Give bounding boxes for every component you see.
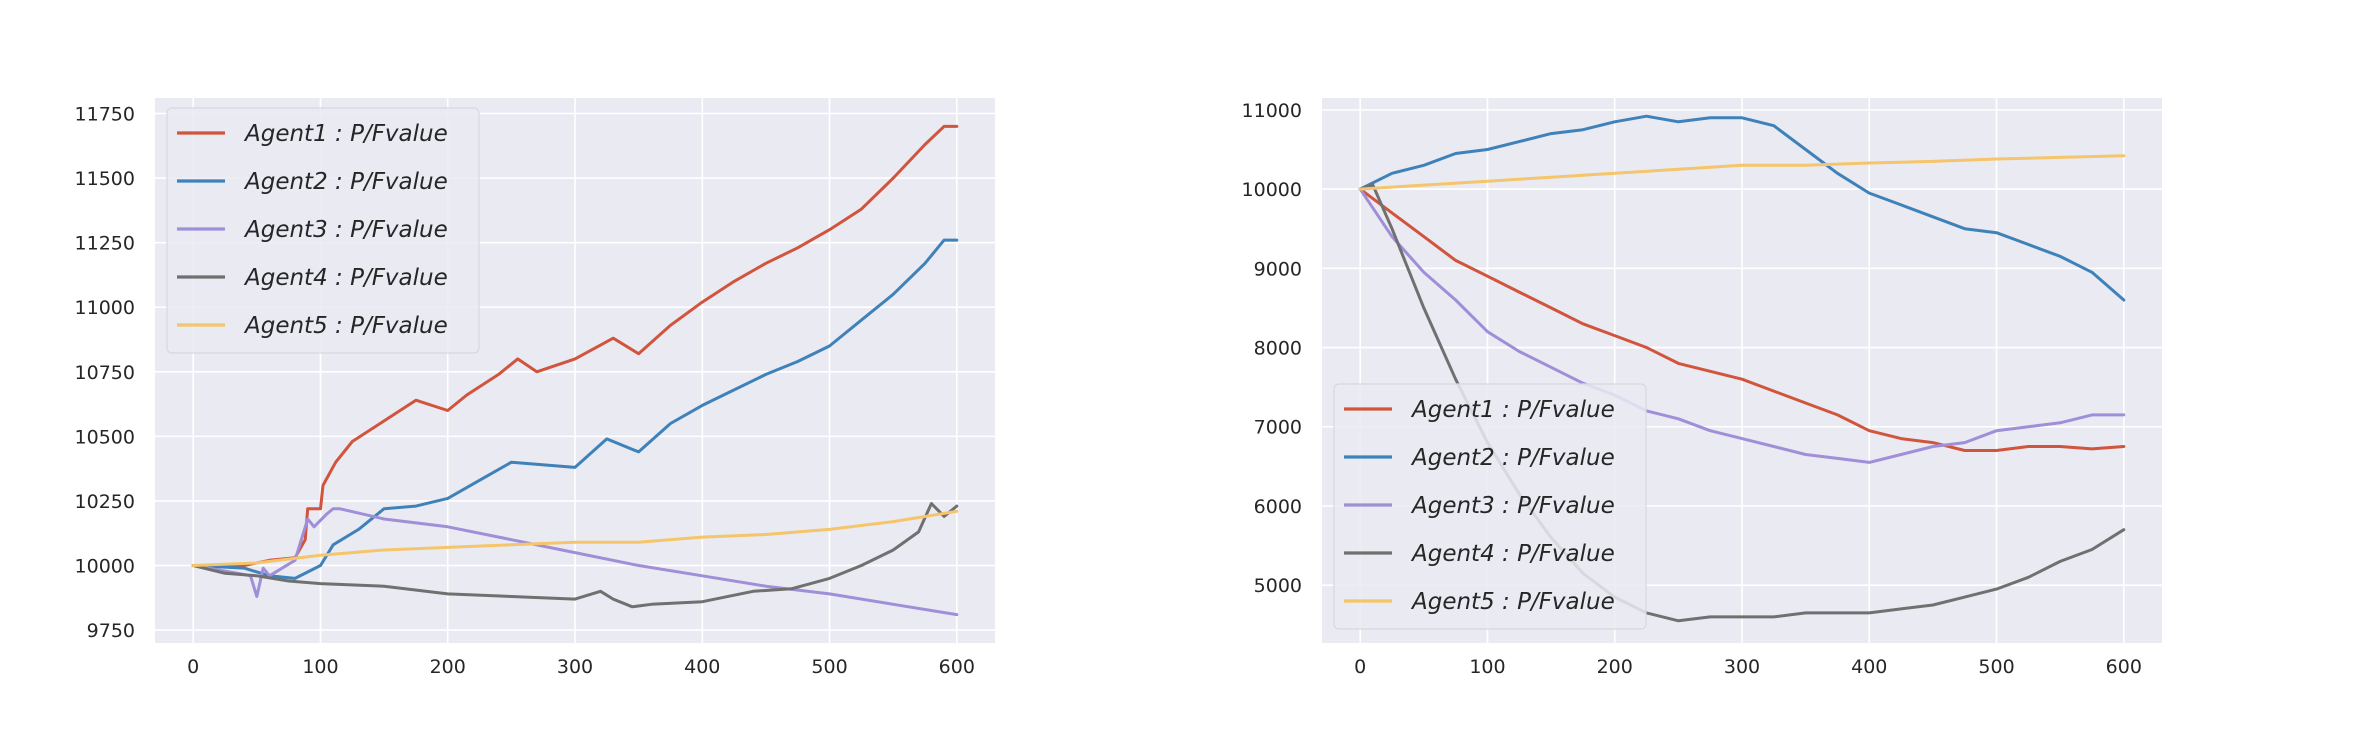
y-tick-label: 5000 <box>1254 575 1302 597</box>
y-tick-label: 8000 <box>1254 338 1302 360</box>
series-line-agent1 <box>191 124 959 567</box>
x-tick-label: 0 <box>187 656 199 678</box>
x-tick-label: 600 <box>939 656 975 678</box>
legend-label-agent5: Agent5 : P/Fvalue <box>1410 589 1615 615</box>
series-line-agent2 <box>1358 114 2126 302</box>
x-tick-label: 0 <box>1354 656 1366 678</box>
x-tick-label: 600 <box>2106 656 2142 678</box>
legend-label-agent4: Agent4 : P/Fvalue <box>1410 541 1615 567</box>
legend-label-agent1: Agent1 : P/Fvalue <box>1410 397 1615 423</box>
legend: Agent1 : P/Fvalue Agent2 : P/Fvalue Agent3… <box>166 107 480 354</box>
legend-label-agent1: Agent1 : P/Fvalue <box>243 121 448 147</box>
series-line-agent4 <box>191 502 959 609</box>
y-tick-label: 7000 <box>1254 417 1302 439</box>
series-line-agent2 <box>191 238 959 580</box>
chart-panel-2: 0 100 200 300 400 500 600 5000 6000 7000 8000 9000 1… <box>1242 98 2162 678</box>
y-tick-label: 11250 <box>75 233 135 255</box>
series-line-agent3 <box>1358 187 2126 464</box>
x-tick-label: 400 <box>684 656 720 678</box>
y-tick-label: 10250 <box>75 491 135 513</box>
x-tick-label: 200 <box>430 656 466 678</box>
legend-label-agent4: Agent4 : P/Fvalue <box>243 265 448 291</box>
legend-box <box>1333 383 1647 630</box>
y-tick-label: 11750 <box>75 103 135 125</box>
x-tick-label: 500 <box>811 656 847 678</box>
series-line-agent3 <box>191 507 959 617</box>
y-tick-label: 10500 <box>75 426 135 448</box>
x-tick-label: 500 <box>1978 656 2014 678</box>
legend-box <box>166 107 480 354</box>
chart-panel-1: 0 100 200 300 400 500 600 9750 10000 10250 10500 10… <box>75 98 995 678</box>
x-tick-label: 300 <box>1724 656 1760 678</box>
legend-label-agent5: Agent5 : P/Fvalue <box>243 313 448 339</box>
series-line-agent5 <box>1358 154 2126 191</box>
x-tick-label: 100 <box>302 656 338 678</box>
x-tick-label: 100 <box>1469 656 1505 678</box>
y-tick-label: 6000 <box>1254 496 1302 518</box>
y-tick-label: 10000 <box>1242 179 1302 201</box>
y-tick-label: 11000 <box>75 297 135 319</box>
x-tick-label: 300 <box>557 656 593 678</box>
y-tick-label: 11000 <box>1242 100 1302 122</box>
y-tick-label: 9750 <box>87 620 135 642</box>
series-line-agent5 <box>191 509 959 567</box>
x-tick-label: 400 <box>1851 656 1887 678</box>
legend-label-agent3: Agent3 : P/Fvalue <box>243 217 448 243</box>
legend-label-agent3: Agent3 : P/Fvalue <box>1410 493 1615 519</box>
series-line-agent1 <box>1358 187 2126 452</box>
y-tick-label: 10000 <box>75 556 135 578</box>
legend-label-agent2: Agent2 : P/Fvalue <box>1410 445 1615 471</box>
y-tick-label: 9000 <box>1254 258 1302 280</box>
legend-label-agent2: Agent2 : P/Fvalue <box>243 169 448 195</box>
y-tick-label: 10750 <box>75 362 135 384</box>
x-tick-label: 200 <box>1597 656 1633 678</box>
legend: Agent1 : P/Fvalue Agent2 : P/Fvalue Agent3… <box>1333 383 1647 630</box>
y-tick-label: 11500 <box>75 168 135 190</box>
